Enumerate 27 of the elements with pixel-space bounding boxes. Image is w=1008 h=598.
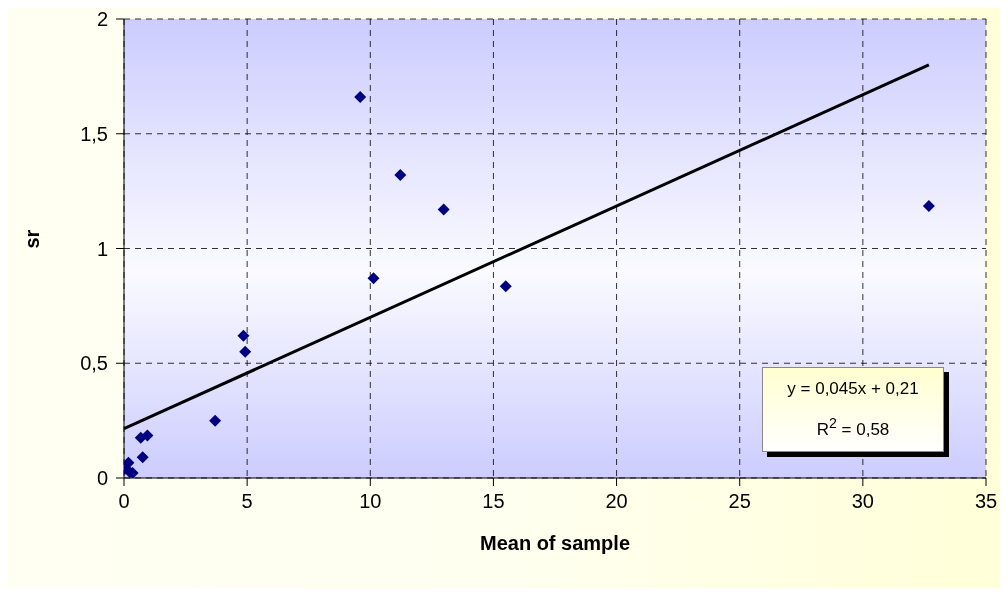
point (136, 451, 149, 464)
x-tick-label: 5 (241, 490, 253, 513)
point (354, 91, 367, 104)
x-tick-label: 15 (482, 490, 505, 513)
point (394, 169, 407, 182)
y-tick-label: 0,5 (80, 352, 108, 375)
y-axis-title: sr (21, 229, 44, 249)
y-tick-label: 0 (96, 467, 108, 490)
annotation: R$^{2}$ = 0,58 (815, 414, 891, 441)
x-tick-label: 0 (118, 490, 130, 513)
y-tick-label: 2 (96, 8, 108, 31)
point (237, 329, 250, 342)
point (499, 280, 512, 293)
y-tick-label: 1,5 (80, 122, 108, 145)
x-tick-label: 10 (359, 490, 382, 513)
y-tick-label: 1 (96, 237, 108, 260)
x-tick-label: 25 (728, 490, 751, 513)
annotation: y = 0,045x + 0,21 (786, 378, 920, 400)
x-tick-label: 35 (974, 490, 998, 513)
x-tick-label: 20 (605, 490, 628, 513)
point (209, 414, 222, 427)
point (367, 272, 380, 285)
x-axis-title: Mean of sample (479, 532, 631, 554)
point (437, 203, 450, 216)
point (239, 345, 252, 358)
point (922, 200, 935, 213)
x-tick-label: 30 (851, 490, 874, 513)
